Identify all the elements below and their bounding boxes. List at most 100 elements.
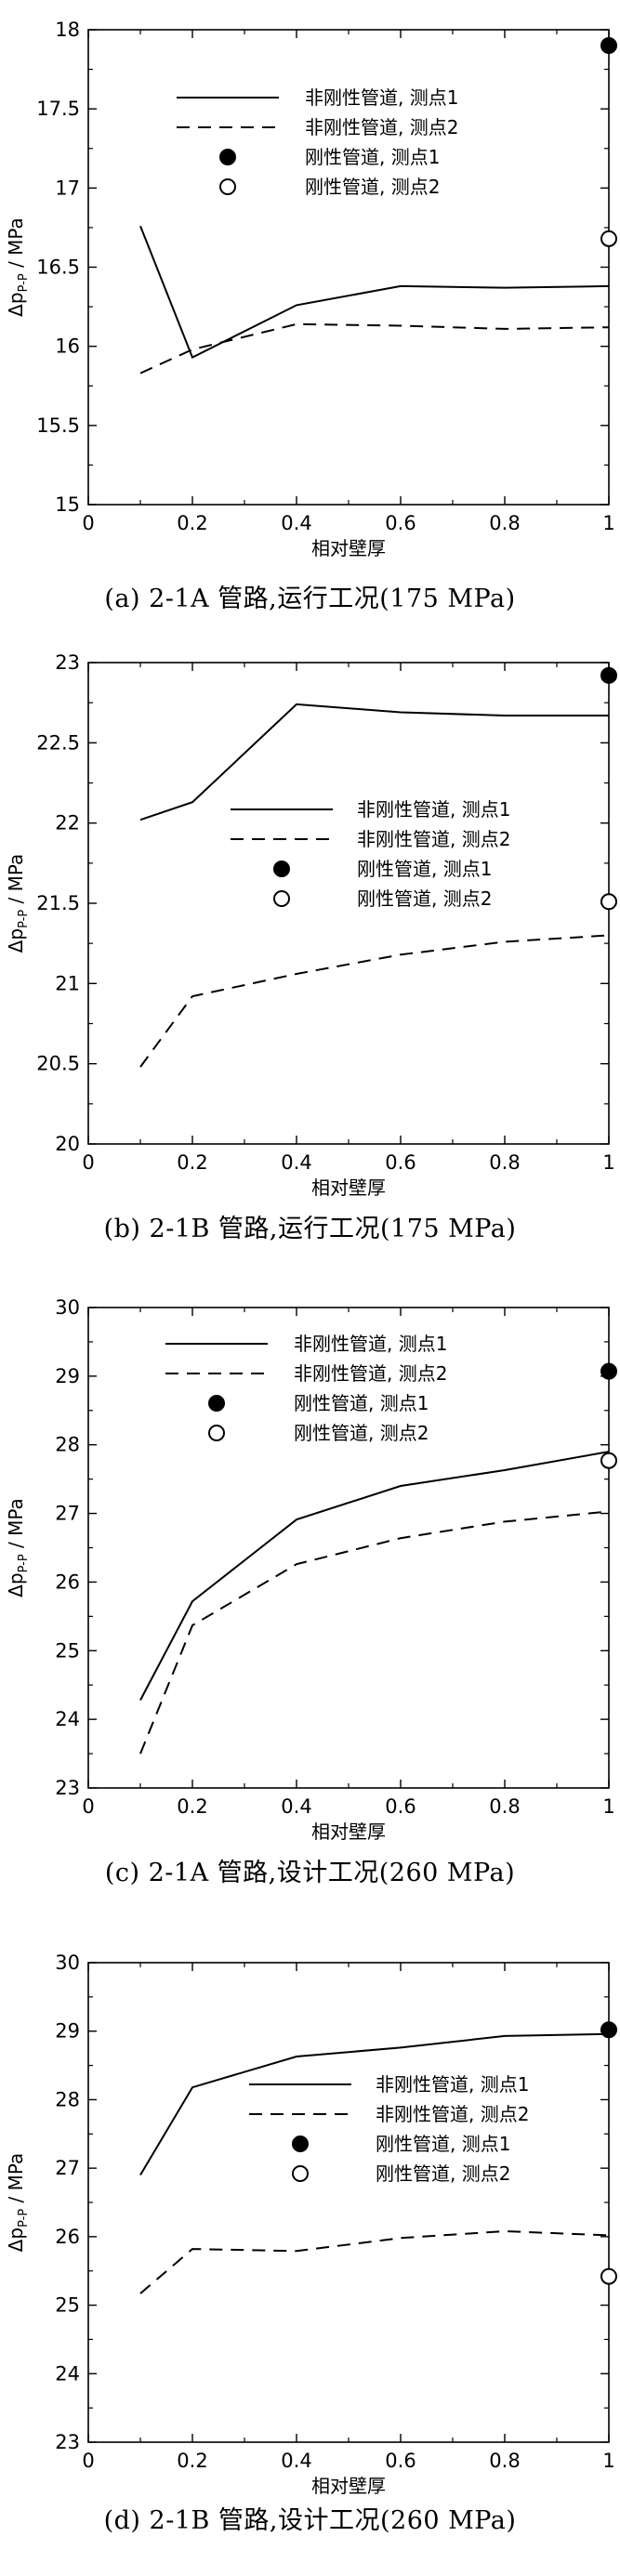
legend-label-1: 非刚性管道, 测点1 [294, 1333, 447, 1355]
x-tick-label: 0 [82, 1151, 94, 1174]
y-tick-label: 16.5 [36, 256, 80, 279]
series-line-2 [139, 2229, 610, 2294]
chart-panel-d: 0 0.2 0.4 0.6 0.8 1 23 24 25 26 27 28 29 30 相对壁厚 ΔpP-P … [0, 1933, 620, 2576]
y-axis-symbol: Δp [5, 292, 27, 316]
rigid-point-2 [600, 1452, 617, 1469]
legend-marker-3 [219, 149, 236, 165]
legend-marker-4 [273, 890, 290, 907]
x-axis-title: 相对壁厚 [311, 2475, 386, 2497]
x-tick-label: 1 [602, 2450, 614, 2472]
legend-label-1: 非刚性管道, 测点1 [376, 2073, 529, 2096]
y-tick-label: 15 [55, 493, 80, 516]
legend-marker-4 [292, 2165, 309, 2182]
chart-c: 0 0.2 0.4 0.6 0.8 1 23 24 25 26 27 28 29 30 相对壁厚 ΔpP-P … [5, 1296, 617, 1843]
series-line-2 [139, 322, 610, 375]
y-axis-unit: / MPa [5, 2153, 27, 2209]
x-tick-label: 1 [602, 1151, 614, 1174]
legend-marker-4 [208, 1425, 225, 1441]
y-tick-label: 18 [55, 19, 80, 41]
y-tick-label: 21 [55, 972, 80, 994]
legend-label-4: 刚性管道, 测点2 [357, 887, 492, 910]
series-line-2 [139, 1510, 610, 1755]
legend-label-4: 刚性管道, 测点2 [376, 2162, 510, 2185]
y-tick-label: 30 [55, 1296, 80, 1319]
x-tick-label: 0.6 [385, 1151, 416, 1174]
rigid-point-1 [600, 2021, 617, 2039]
y-tick-label: 20 [55, 1133, 80, 1155]
rigid-point-1 [600, 37, 617, 55]
y-tick-label: 24 [55, 2362, 80, 2385]
y-axis-symbol: Δp [5, 1572, 27, 1597]
x-tick-label: 0.4 [281, 1795, 311, 1818]
series-line-2 [139, 934, 610, 1068]
legend-label-2: 非刚性管道, 测点2 [376, 2103, 529, 2125]
y-tick-label: 27 [55, 2157, 80, 2179]
chart-a: 0 0.2 0.4 0.6 0.8 1 15 15.5 16 16.5 17 17.5 18 相对壁厚 Δp… [5, 19, 617, 559]
x-tick-label: 0.2 [177, 1151, 207, 1174]
series-line-1 [139, 2032, 610, 2176]
chart-caption-d: (d) 2-1B 管路,设计工况(260 MPa) [103, 2506, 517, 2535]
x-axis-title: 相对壁厚 [311, 1176, 386, 1199]
legend-label-4: 刚性管道, 测点2 [294, 1422, 429, 1444]
chart-caption-a: (a) 2-1A 管路,运行工况(175 MPa) [104, 585, 516, 613]
x-tick-label: 0.8 [489, 1795, 520, 1818]
x-axis-title: 相对壁厚 [311, 537, 386, 559]
y-axis-symbol: Δp [5, 928, 27, 953]
y-axis-unit: / MPa [5, 1498, 27, 1554]
rigid-point-1 [600, 666, 617, 684]
y-axis-subscript: P-P [17, 1554, 31, 1572]
y-tick-label: 23 [55, 651, 80, 674]
y-tick-label: 29 [55, 1365, 80, 1387]
y-tick-label: 23 [55, 2431, 80, 2453]
x-tick-label: 0 [82, 1795, 94, 1818]
x-tick-label: 0.2 [177, 1795, 207, 1818]
y-tick-label: 17 [55, 177, 80, 199]
legend-label-4: 刚性管道, 测点2 [305, 176, 440, 198]
legend-label-3: 刚性管道, 测点1 [376, 2133, 510, 2155]
x-tick-label: 0.2 [177, 512, 207, 534]
x-tick-label: 0.4 [281, 2450, 311, 2472]
rigid-point-2 [600, 230, 617, 247]
chart-b: 0 0.2 0.4 0.6 0.8 1 20 20.5 21 21.5 22 22.5 23 相对壁厚 Δp… [5, 651, 617, 1199]
y-axis-title: ΔpP-P / MPa [5, 1498, 31, 1597]
y-tick-label: 15.5 [36, 414, 80, 437]
legend-label-3: 刚性管道, 测点1 [357, 858, 492, 880]
legend-label-2: 非刚性管道, 测点2 [305, 116, 458, 138]
x-tick-label: 1 [602, 512, 614, 534]
y-tick-label: 29 [55, 2020, 80, 2043]
y-tick-label: 22 [55, 812, 80, 835]
y-axis-title: ΔpP-P / MPa [5, 854, 31, 953]
chart-panel-a: 0 0.2 0.4 0.6 0.8 1 15 15.5 16 16.5 17 17.5 18 相对壁厚 Δp… [0, 0, 620, 651]
y-tick-label: 23 [55, 1777, 80, 1799]
chart-panel-b: 0 0.2 0.4 0.6 0.8 1 20 20.5 21 21.5 22 22.5 23 相对壁厚 Δp… [0, 651, 620, 1292]
y-tick-label: 25 [55, 1639, 80, 1662]
x-tick-label: 0.4 [281, 1151, 311, 1174]
y-axis-title: ΔpP-P / MPa [5, 217, 31, 317]
chart-panel-c: 0 0.2 0.4 0.6 0.8 1 23 24 25 26 27 28 29 30 相对壁厚 ΔpP-P … [0, 1292, 620, 1933]
x-tick-label: 0.6 [385, 512, 416, 534]
x-tick-label: 0.8 [489, 512, 520, 534]
x-tick-label: 0.8 [489, 2450, 520, 2472]
x-tick-label: 0.6 [385, 2450, 416, 2472]
x-tick-label: 0 [82, 512, 94, 534]
y-tick-label: 16 [55, 335, 80, 358]
legend-marker-3 [273, 861, 290, 877]
y-axis-subscript: P-P [17, 910, 31, 928]
y-axis-symbol: Δp [5, 2228, 27, 2252]
x-tick-label: 0.6 [385, 1795, 416, 1818]
y-tick-label: 28 [55, 1434, 80, 1456]
y-tick-label: 24 [55, 1708, 80, 1730]
legend-label-1: 非刚性管道, 测点1 [357, 798, 510, 821]
y-tick-label: 26 [55, 2226, 80, 2248]
y-tick-label: 25 [55, 2294, 80, 2317]
x-tick-label: 0 [82, 2450, 94, 2472]
legend-marker-4 [219, 178, 236, 195]
legend-marker-3 [208, 1395, 225, 1412]
chart-caption-c: (c) 2-1A 管路,设计工况(260 MPa) [104, 1859, 516, 1887]
y-tick-label: 26 [55, 1571, 80, 1593]
y-tick-label: 28 [55, 2088, 80, 2110]
rigid-point-2 [600, 893, 617, 911]
legend-label-1: 非刚性管道, 测点1 [305, 86, 458, 109]
y-axis-subscript: P-P [17, 2209, 31, 2228]
chart-caption-b: (b) 2-1B 管路,运行工况(175 MPa) [103, 1215, 517, 1243]
